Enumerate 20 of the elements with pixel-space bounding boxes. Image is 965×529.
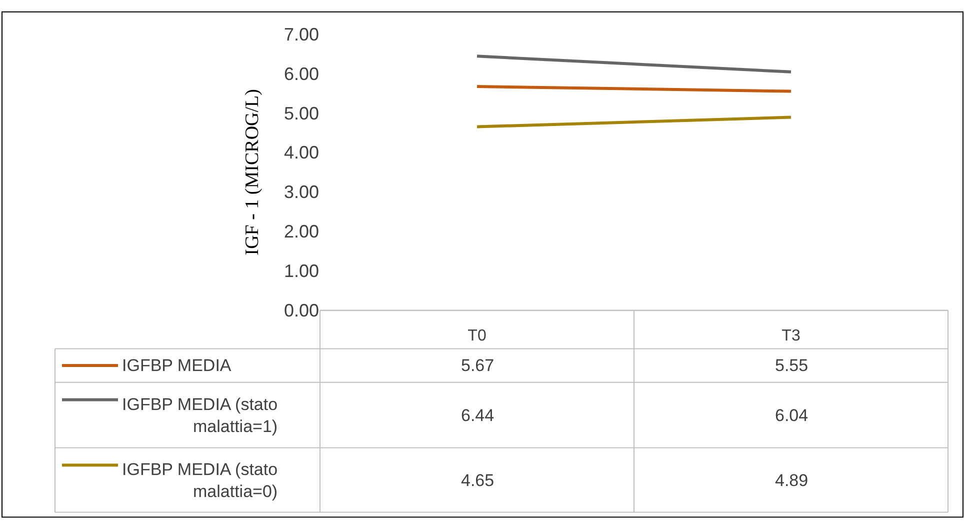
y-tick-label: 1.00 (284, 261, 319, 282)
y-tick-label: 6.00 (284, 64, 319, 84)
x-tick-label: T3 (782, 327, 800, 344)
legend-label: IGFBP MEDIA (stato malattia=0) (122, 460, 278, 502)
legend-label: IGFBP MEDIA (stato malattia=1) (122, 395, 278, 436)
data-label: 6.04 (775, 406, 808, 425)
data-label: 5.55 (775, 356, 808, 375)
y-tick-label: 3.00 (284, 182, 319, 202)
data-label: 6.44 (461, 406, 494, 425)
y-tick-label: 7.00 (284, 24, 319, 44)
data-label: 5.67 (461, 356, 494, 375)
y-axis-title: IGF - 1 (MICROG/L) (242, 89, 263, 256)
legend-label: IGFBP MEDIA (122, 356, 232, 375)
y-tick-label: 0.00 (284, 300, 319, 321)
y-tick-label: 2.00 (284, 222, 319, 242)
x-tick-label: T0 (468, 327, 486, 344)
data-label: 4.65 (461, 471, 494, 490)
data-label: 4.89 (775, 471, 808, 490)
y-tick-label: 5.00 (284, 103, 319, 124)
y-tick-label: 4.00 (284, 142, 319, 163)
